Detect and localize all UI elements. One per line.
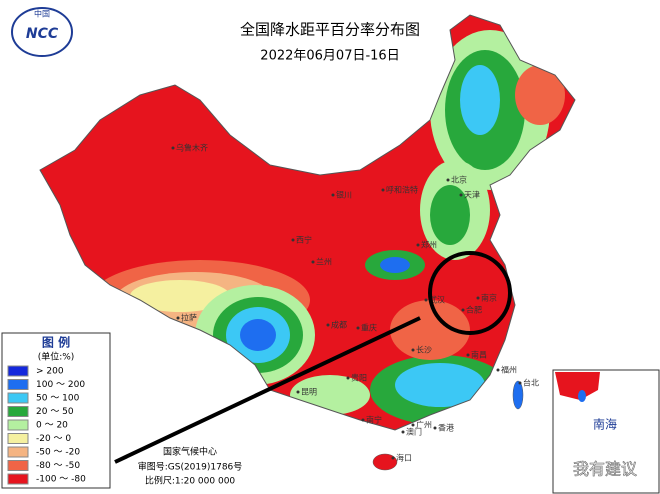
- city-dot: [446, 178, 450, 182]
- city-label: 乌鲁木齐: [176, 143, 208, 153]
- legend-label: -20 ～ 0: [36, 434, 71, 444]
- watermark: 我有建议: [573, 460, 637, 479]
- city-dot: [459, 193, 463, 197]
- city-dot: [176, 316, 180, 320]
- city-label: 西宁: [296, 235, 312, 245]
- city-dot: [296, 390, 300, 394]
- city-label: 福州: [501, 366, 517, 375]
- legend-label: -50 ～ -20: [36, 448, 80, 458]
- city-label: 成都: [331, 320, 347, 330]
- city-label: 兰州: [316, 257, 332, 267]
- city-label: 呼和浩特: [386, 185, 418, 195]
- city-dot: [391, 456, 395, 460]
- inset-map: 南海: [552, 369, 660, 494]
- city-label: 拉萨: [181, 313, 197, 323]
- legend-swatch: [7, 460, 29, 471]
- city-label: 南宁: [366, 415, 382, 425]
- city-dot: [331, 193, 335, 197]
- legend-label: 20 ～ 50: [36, 407, 74, 417]
- legend-swatch: [7, 379, 29, 390]
- city-label: 武汉: [429, 295, 445, 305]
- city-dot: [466, 353, 470, 357]
- city-dot: [518, 381, 522, 385]
- city-dot: [361, 418, 365, 422]
- city-label: 澳门: [406, 427, 422, 437]
- city-label: 郑州: [421, 240, 437, 250]
- city-dot: [356, 326, 360, 330]
- legend-swatch: [7, 365, 29, 377]
- legend-label: > 200: [36, 367, 64, 377]
- city-label: 海口: [396, 453, 412, 463]
- legend-swatch: [7, 392, 29, 404]
- legend-swatch: [7, 419, 29, 431]
- city-dot: [291, 238, 295, 242]
- city-label: 南昌: [471, 350, 487, 360]
- city-dot: [411, 348, 415, 352]
- legend-label: 0 ～ 20: [36, 421, 68, 431]
- city-dot: [416, 243, 420, 247]
- logo-label: NCC: [26, 26, 59, 42]
- city-label: 合肥: [466, 305, 482, 315]
- city-label: 长沙: [416, 345, 432, 355]
- city-label: 北京: [451, 175, 467, 185]
- legend-title: 图 例: [42, 335, 70, 350]
- legend-swatch: [7, 433, 29, 444]
- logo: 中国 NCC: [11, 7, 73, 57]
- city-dot: [411, 423, 415, 427]
- city-label: 台北: [523, 378, 539, 388]
- subtitle: 2022年06月07日-16日: [260, 49, 399, 64]
- city-dot: [311, 260, 315, 264]
- city-label: 香港: [438, 423, 454, 433]
- city-dot: [476, 296, 480, 300]
- city-dot: [346, 376, 350, 380]
- legend-unit: (单位:%): [38, 351, 75, 363]
- legend-swatch: [7, 446, 29, 458]
- footer-scale: 比例尺:1:20 000 000: [145, 475, 236, 487]
- logo-text: 中国: [34, 9, 50, 19]
- city-label: 贵阳: [351, 373, 367, 383]
- city-dot: [171, 146, 175, 150]
- city-label: 南京: [481, 293, 497, 303]
- legend-swatch: [7, 473, 29, 485]
- footer-org: 国家气候中心: [163, 446, 217, 458]
- city-label: 重庆: [361, 323, 377, 333]
- legend-label: 100 ～ 200: [36, 380, 85, 390]
- city-dot: [433, 426, 437, 430]
- legend-swatch: [7, 406, 29, 417]
- legend-label: -100 ～ -80: [36, 475, 86, 485]
- city-dot: [461, 308, 465, 312]
- city-label: 昆明: [301, 388, 317, 397]
- footer-approval: 审图号:GS(2019)1786号: [138, 461, 243, 473]
- legend-label: -80 ～ -50: [36, 461, 80, 471]
- city-label: 天津: [464, 190, 480, 200]
- inset-label: 南海: [593, 417, 617, 432]
- city-dot: [381, 188, 385, 192]
- legend: 图 例 (单位:%) > 200 100 ～ 200 50 ～ 100 20 ～ 50…: [1, 332, 111, 489]
- legend-label: 50 ～ 100: [36, 394, 80, 404]
- city-dot: [326, 323, 330, 327]
- city-dot: [496, 368, 500, 372]
- title: 全国降水距平百分率分布图: [240, 21, 420, 39]
- city-label: 广州: [416, 420, 432, 430]
- city-label: 银川: [336, 190, 352, 200]
- city-dot: [424, 298, 428, 302]
- city-dot: [401, 430, 405, 434]
